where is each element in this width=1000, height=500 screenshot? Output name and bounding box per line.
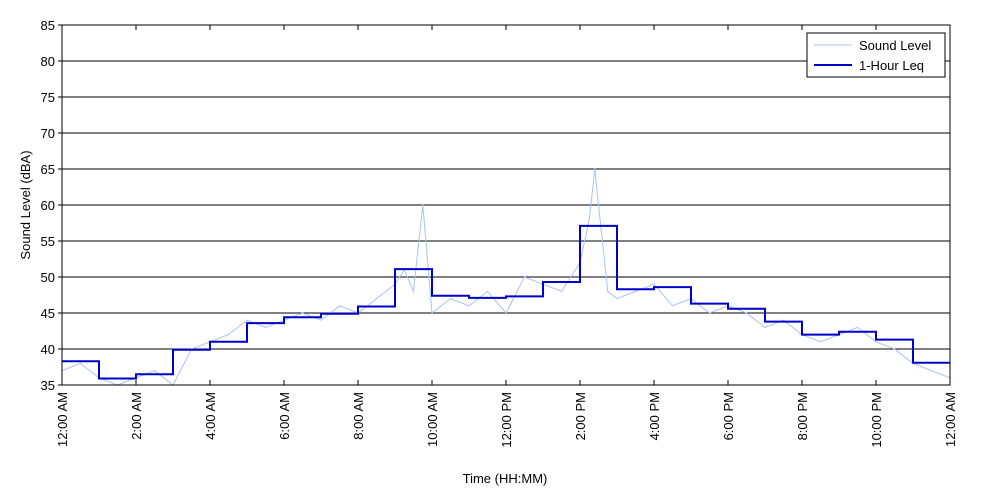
sound-level-point	[819, 341, 822, 343]
y-axis-label: Sound Level (dBA)	[18, 150, 33, 259]
sound-level-point	[594, 168, 596, 170]
legend-label-leq: 1-Hour Leq	[859, 58, 924, 73]
legend-box	[806, 32, 946, 78]
x-axis-label: Time (HH:MM)	[463, 471, 548, 486]
sound-level-point	[634, 290, 637, 292]
x-tick-label: 2:00 PM	[573, 392, 588, 440]
x-tick-label: 4:00 AM	[203, 392, 218, 440]
x-tick-label: 10:00 PM	[869, 392, 884, 448]
leq-step-line	[62, 224, 950, 380]
sound-level-point	[422, 204, 424, 206]
sound-level-point	[856, 326, 859, 328]
sound-level-point	[505, 312, 507, 314]
y-tick-label: 45	[41, 306, 55, 321]
sound-level-point	[375, 298, 378, 300]
sound-level-point	[153, 370, 156, 372]
x-tick-label: 12:00 PM	[499, 392, 514, 448]
y-tick-label: 75	[41, 90, 55, 105]
sound-level-point	[227, 334, 230, 336]
sound-level-point	[745, 312, 748, 314]
x-tick-label: 2:00 AM	[129, 392, 144, 440]
sound-level-point	[523, 276, 526, 278]
x-tick-label: 10:00 AM	[425, 392, 440, 447]
y-tick-label: 55	[41, 234, 55, 249]
sound-level-point	[486, 290, 489, 292]
sound-level-point	[671, 305, 674, 307]
y-tick-label: 35	[41, 378, 55, 393]
y-tick-label: 60	[41, 198, 55, 213]
sound-level-point	[338, 305, 341, 307]
sound-level-point	[597, 204, 600, 206]
sound-level-point	[431, 312, 433, 314]
y-tick-label: 80	[41, 54, 55, 69]
sound-level-point	[588, 218, 590, 220]
sound-level-point	[246, 319, 248, 321]
y-axis: 35 40 45 50 55 60 65 70 75 80 85	[41, 18, 62, 393]
y-tick-label: 40	[41, 342, 55, 357]
sound-level-point	[782, 319, 785, 321]
x-tick-label: 8:00 PM	[795, 392, 810, 440]
sound-level-point	[607, 290, 609, 292]
x-tick-label: 8:00 AM	[351, 392, 366, 440]
y-tick-label: 65	[41, 162, 55, 177]
sound-level-point	[893, 348, 896, 350]
x-tick-label: 12:00 AM	[943, 392, 958, 447]
leq-series	[62, 224, 950, 380]
legend-label-sound-level: Sound Level	[859, 38, 931, 53]
sound-level-point	[930, 370, 933, 372]
legend: Sound Level 1-Hour Leq	[806, 32, 946, 78]
sound-level-point	[79, 362, 82, 364]
sound-level-point	[449, 298, 452, 300]
y-tick-label: 85	[41, 18, 55, 33]
sound-level-point	[301, 312, 304, 314]
x-tick-label: 12:00 AM	[55, 392, 70, 447]
sound-level-point	[708, 312, 711, 314]
sound-level-point	[264, 326, 267, 328]
sound-level-point	[468, 305, 470, 307]
sound-level-point	[653, 283, 655, 285]
sound-level-point	[560, 290, 563, 292]
sound-level-point	[320, 319, 322, 321]
sound-level-point	[412, 290, 415, 292]
x-axis: 12:00 AM 2:00 AM 4:00 AM 6:00 AM 8:00 AM 10:0…	[55, 25, 958, 448]
x-tick-label: 4:00 PM	[647, 392, 662, 440]
y-tick-label: 70	[41, 126, 55, 141]
x-tick-label: 6:00 AM	[277, 392, 292, 440]
sound-level-point	[875, 341, 877, 343]
y-tick-label: 50	[41, 270, 55, 285]
sound-level-point	[616, 298, 618, 300]
x-tick-label: 6:00 PM	[721, 392, 736, 440]
sound-level-point	[764, 326, 766, 328]
